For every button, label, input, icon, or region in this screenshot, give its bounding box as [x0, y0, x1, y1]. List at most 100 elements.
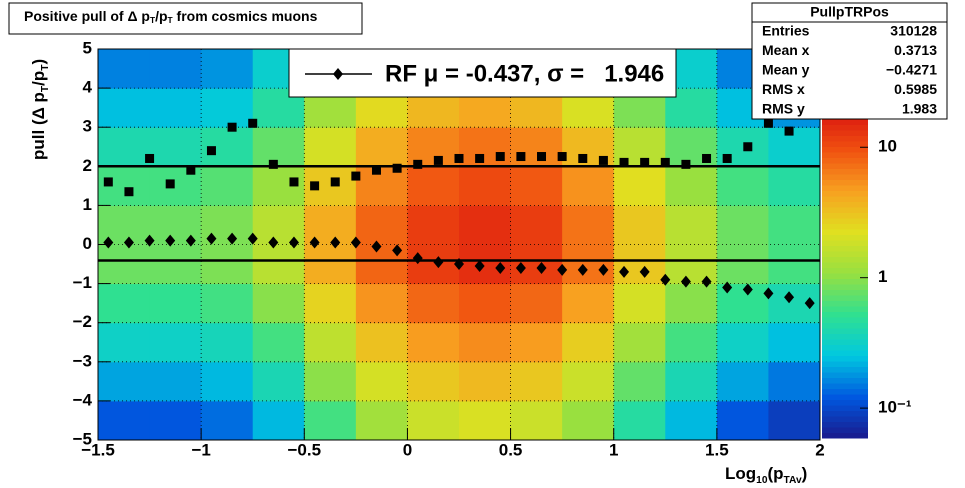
y-tick-label: −5: [73, 429, 92, 448]
color-bar-step: [822, 179, 868, 186]
subscript: T: [150, 15, 156, 25]
color-bar-step: [822, 421, 868, 428]
marker-diamond: [598, 263, 609, 276]
marker-diamond: [371, 240, 382, 253]
x-tick-label: −1.5: [81, 440, 115, 459]
marker-square: [722, 153, 732, 163]
marker-diamond: [804, 297, 815, 310]
y-tick-label: −1: [73, 273, 92, 292]
color-bar-step: [822, 317, 868, 323]
heat-cell: [149, 283, 202, 324]
subscript: T: [168, 15, 174, 25]
heat-cell: [149, 88, 202, 128]
heat-cell: [613, 322, 666, 363]
heat-cell: [201, 49, 254, 89]
marker-diamond: [454, 258, 464, 271]
color-bar-step: [822, 119, 868, 125]
heat-cell: [459, 166, 512, 206]
y-tick-label: −2: [73, 312, 92, 331]
marker-square: [371, 165, 381, 175]
heat-cell: [98, 400, 151, 441]
color-bar-step: [822, 361, 868, 367]
heat-cell: [716, 205, 769, 245]
stats-label: Mean x: [762, 42, 810, 58]
heat-cell: [665, 322, 718, 363]
marker-square: [227, 122, 237, 132]
heat-cell: [510, 166, 563, 206]
heat-cell: [510, 244, 563, 285]
subscript: T: [40, 64, 51, 71]
legend: RF μ = -0.437, σ = 1.946: [288, 48, 677, 98]
color-bar-step: [822, 377, 868, 384]
x-tick-label: 2: [815, 440, 824, 459]
x-tick-label: 0: [403, 440, 412, 459]
heat-cell: [510, 322, 563, 363]
color-bar-step: [822, 168, 868, 175]
color-bar-step: [822, 201, 868, 208]
marker-square: [145, 153, 155, 163]
heat-cell: [716, 400, 769, 441]
marker-diamond: [412, 252, 423, 265]
marker-square: [433, 155, 443, 165]
axes: −1.5 −1 −0.5 0 0.5 1 1.5 2 −5 −4 −3 −2 −1 0 1 2 3 4 5: [73, 38, 825, 459]
color-bar-step: [822, 190, 868, 197]
heat-cell: [562, 361, 615, 402]
color-bar-step: [822, 350, 868, 356]
marker-square: [681, 159, 691, 169]
heat-cell: [510, 361, 563, 402]
color-bar-step: [822, 278, 868, 285]
color-bar-step: [822, 300, 868, 307]
heat-cell: [304, 283, 357, 324]
heat-cell: [459, 205, 512, 245]
marker-square: [516, 152, 526, 162]
marker-diamond: [350, 236, 361, 249]
heat-cell: [252, 127, 305, 167]
marker-square: [743, 142, 753, 152]
subscript: T: [40, 85, 51, 92]
marker-diamond: [247, 232, 258, 245]
heat-cell: [665, 400, 718, 441]
z-tick-label: 10: [878, 137, 897, 156]
marker-diamond: [495, 261, 506, 274]
color-bar-step: [822, 196, 868, 202]
heat-cell: [510, 205, 563, 245]
heat-cell: [201, 361, 254, 402]
chart-title: Positive pull of Δ pT/pT from cosmics mu…: [24, 8, 318, 26]
stats-label: RMS y: [762, 101, 805, 117]
color-bar-step: [822, 157, 868, 164]
color-bar-step: [822, 174, 868, 180]
heat-cell: [149, 49, 202, 89]
marker-diamond: [784, 291, 795, 304]
color-bar-step: [822, 223, 868, 230]
marker-diamond: [763, 287, 774, 300]
marker-square: [248, 118, 258, 128]
heat-cell: [407, 283, 460, 324]
color-bar-step: [822, 273, 868, 279]
x-tick-label: 1.5: [705, 440, 729, 459]
heat-cell: [252, 361, 305, 402]
heat-cell: [613, 205, 666, 245]
color-bar-step: [822, 339, 868, 345]
heat-cell: [304, 205, 357, 245]
heat-cell: [149, 400, 202, 441]
marker-square: [640, 157, 650, 167]
heat-cell: [562, 244, 615, 285]
heat-cell: [304, 322, 357, 363]
legend-label: RF μ = -0.437, σ = 1.946: [385, 60, 664, 87]
marker-diamond: [536, 261, 547, 274]
heat-cell: [355, 283, 408, 324]
subscript: 10: [756, 475, 768, 486]
marker-square: [537, 152, 547, 162]
label-part: ): [802, 464, 808, 483]
color-bar-step: [822, 355, 868, 362]
y-tick-label: 1: [83, 195, 92, 214]
heat-cell: [149, 361, 202, 402]
stats-value: −0.4271: [886, 62, 937, 78]
stats-value: 310128: [890, 23, 937, 39]
marker-square: [351, 171, 361, 181]
marker-diamond: [206, 232, 217, 245]
heat-cell: [355, 127, 408, 167]
color-bar-step: [822, 410, 868, 417]
